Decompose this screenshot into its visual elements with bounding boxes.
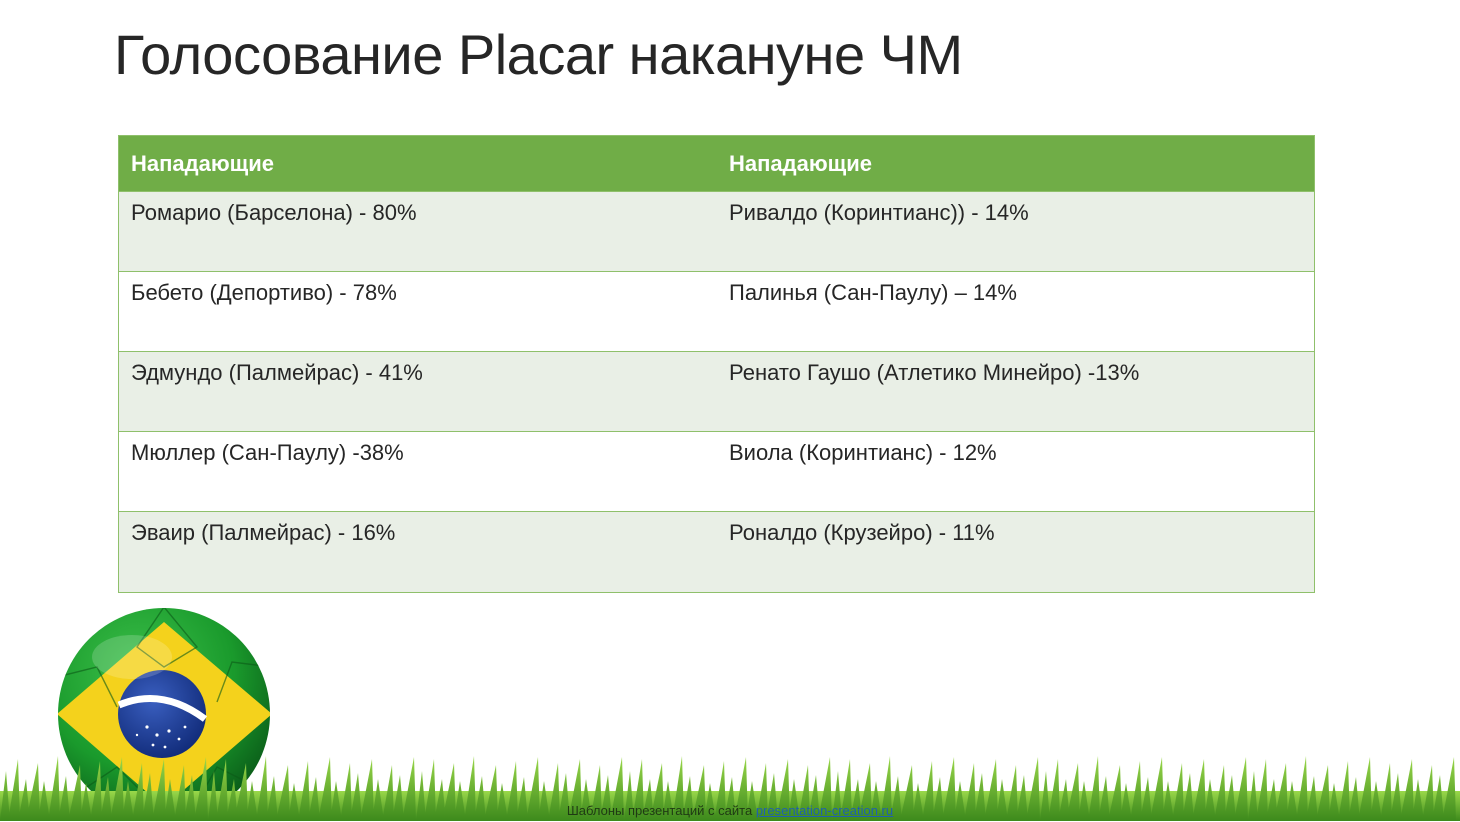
table-header-row: Нападающие Нападающие [119,136,1314,192]
table-cell: Мюллер (Сан-Паулу) -38% [119,431,717,512]
column-header: Нападающие [717,136,1314,192]
table-cell: Ривалдо (Коринтианс)) - 14% [717,191,1314,272]
table-cell: Виола (Коринтианс) - 12% [717,431,1314,512]
table-cell: Бебето (Депортиво) - 78% [119,271,717,352]
table-cell: Ромарио (Барселона) - 80% [119,191,717,272]
table-row: Ромарио (Барселона) - 80% Ривалдо (Корин… [119,191,1314,272]
table-row: Эваир (Палмейрас) - 16% Роналдо (Крузейр… [119,511,1314,592]
table-cell: Роналдо (Крузейро) - 11% [717,511,1314,592]
table-row: Эдмундо (Палмейрас) - 41% Ренато Гаушо (… [119,351,1314,432]
table-row: Мюллер (Сан-Паулу) -38% Виола (Коринтиан… [119,431,1314,512]
table-cell: Ренато Гаушо (Атлетико Минейро) -13% [717,351,1314,432]
footer-link[interactable]: presentation-creation.ru [755,803,894,818]
table-cell: Палинья (Сан-Паулу) – 14% [717,271,1314,352]
grass-decoration [0,756,1460,821]
forwards-table: Нападающие Нападающие Ромарио (Барселона… [118,135,1315,593]
footer-credit: Шаблоны презентаций с сайта presentation… [0,803,1460,818]
brazil-ball-image [58,608,270,820]
column-header: Нападающие [119,136,717,192]
table-cell: Эваир (Палмейрас) - 16% [119,511,717,592]
table-row: Бебето (Депортиво) - 78% Палинья (Сан-Па… [119,271,1314,352]
footer-text: Шаблоны презентаций с сайта [566,803,753,818]
slide-title: Голосование Placar накануне ЧМ [114,23,963,86]
table-cell: Эдмундо (Палмейрас) - 41% [119,351,717,432]
